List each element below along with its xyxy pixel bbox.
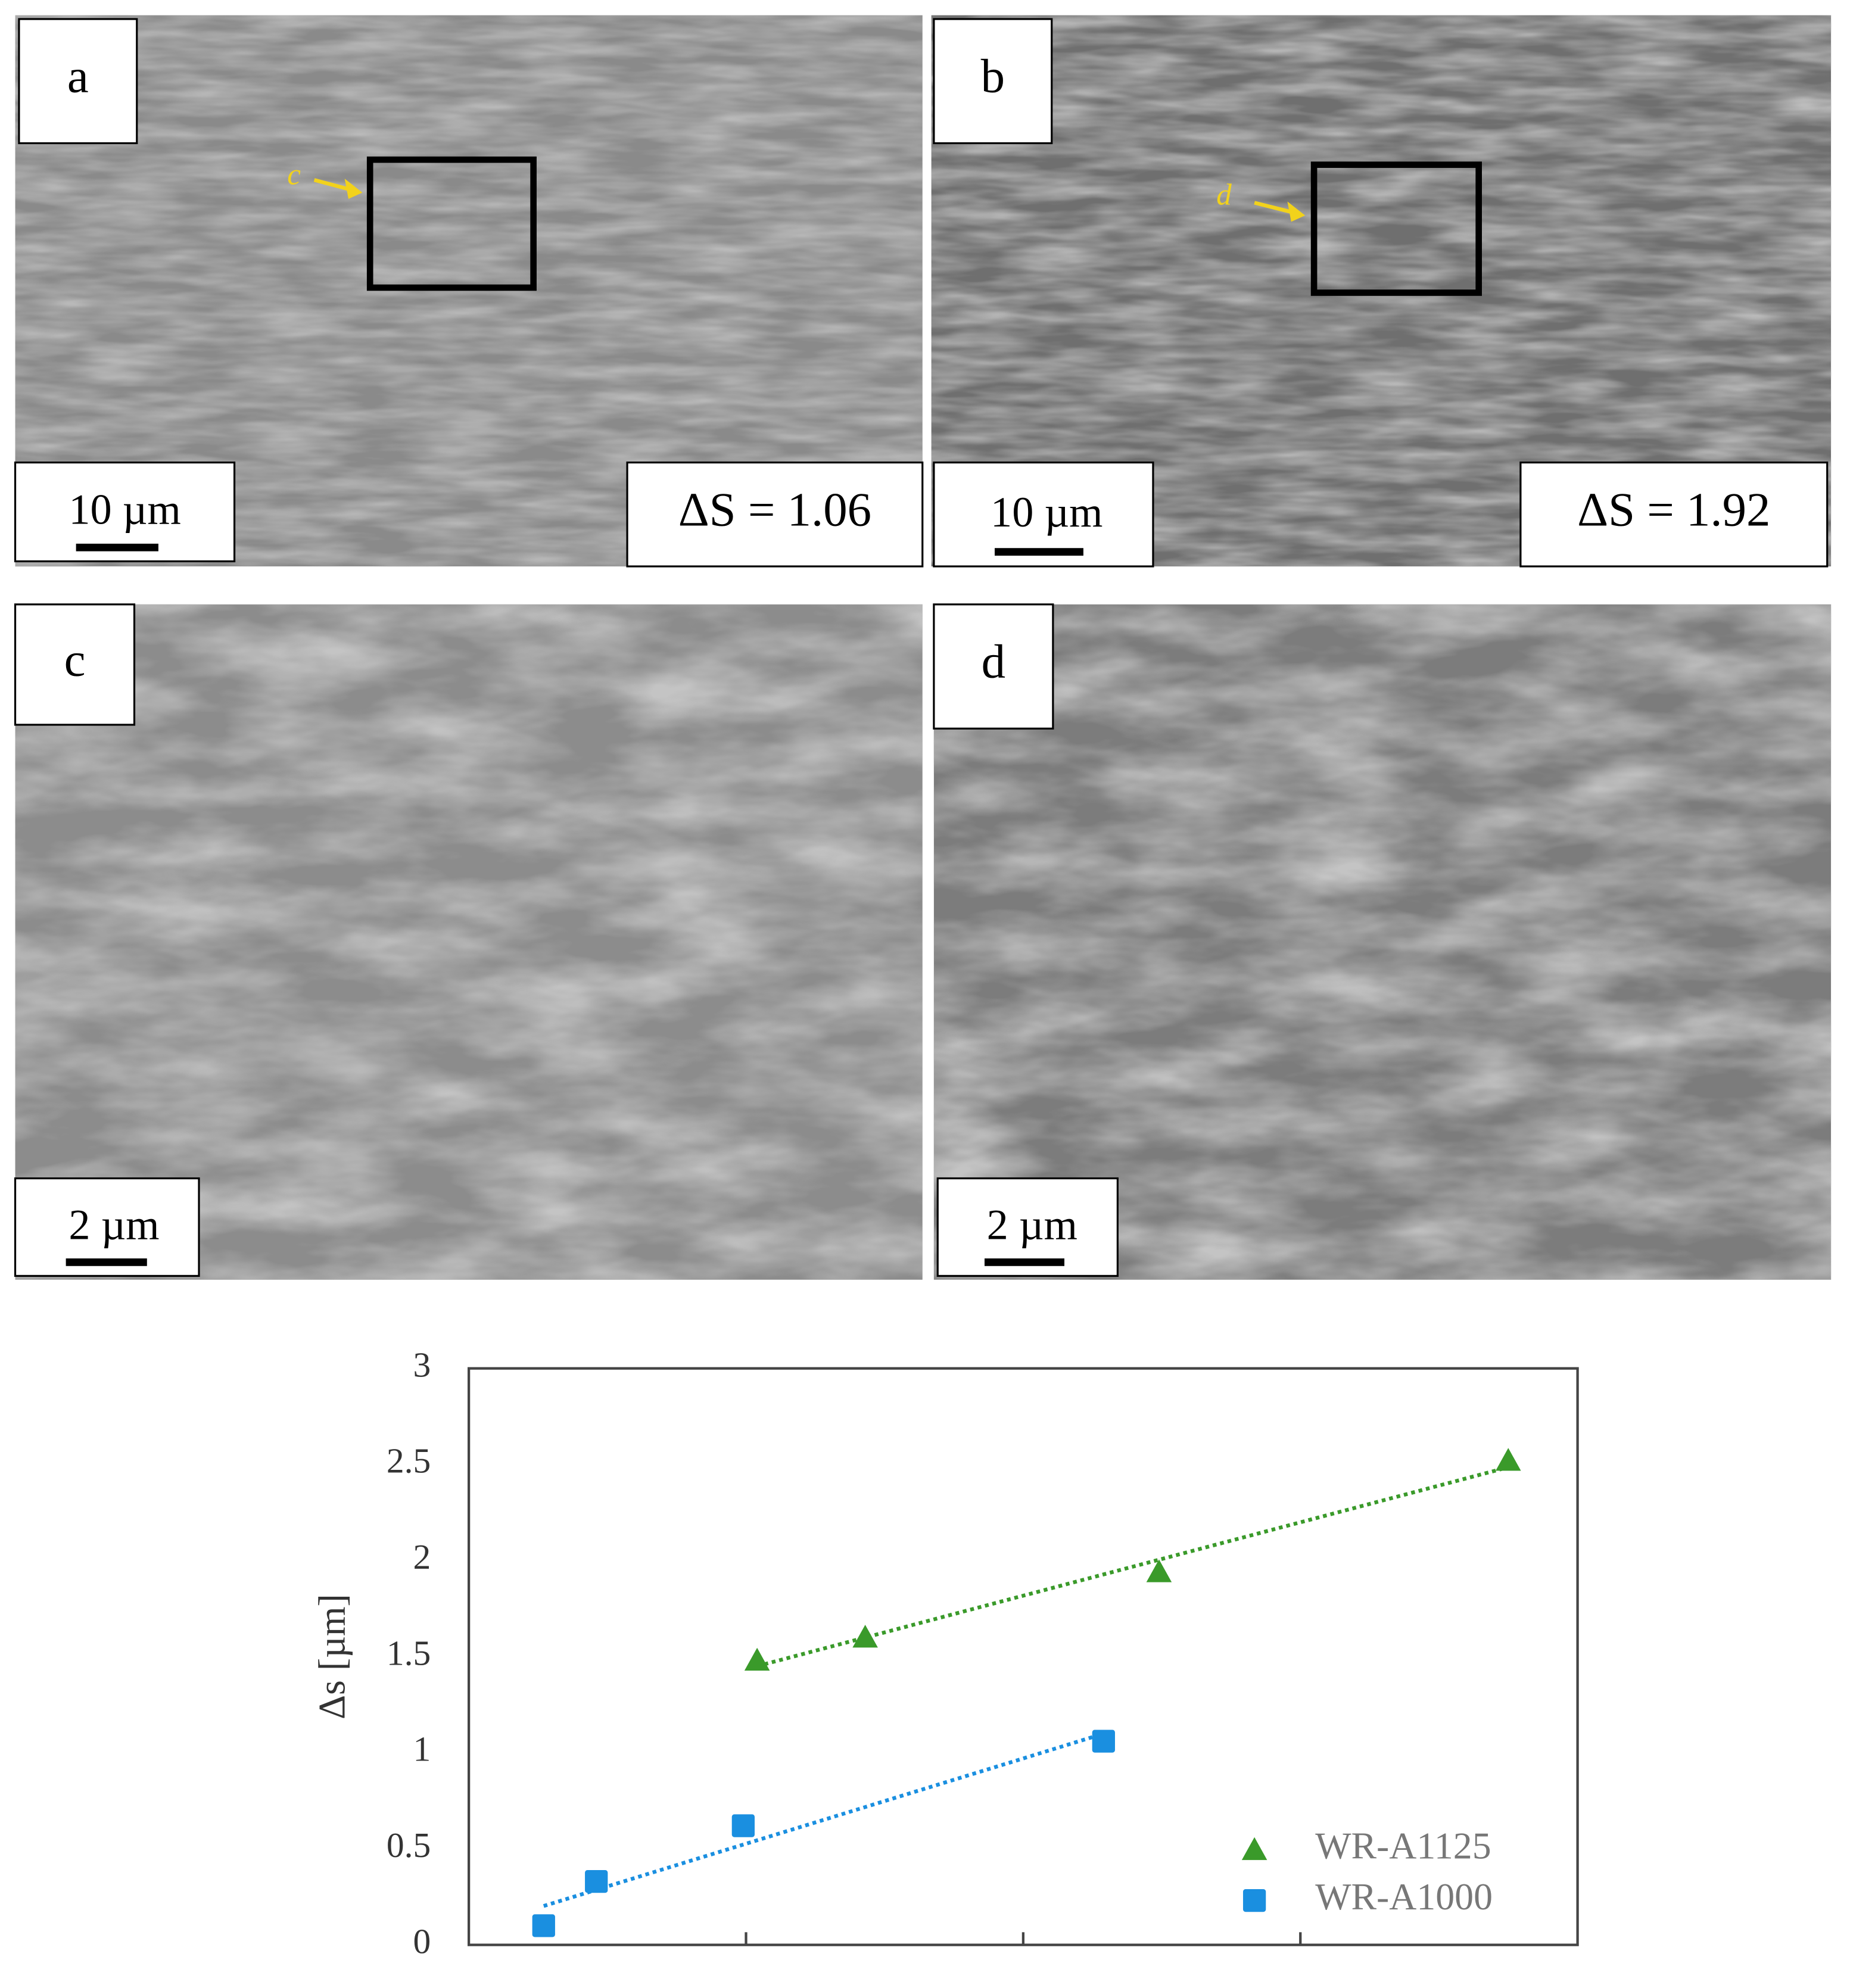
scale-bar-label: 10 µm <box>68 485 180 533</box>
point <box>1495 1448 1521 1471</box>
legend-entry: WR-A1125 <box>1241 1825 1491 1867</box>
panel-label: d <box>982 635 1005 688</box>
scale-bar-label: 2 µm <box>987 1201 1077 1248</box>
scale-bar-label: 2 µm <box>68 1201 159 1248</box>
trendline <box>756 1465 1509 1668</box>
panel-label: a <box>67 50 89 103</box>
point <box>585 1869 608 1893</box>
legend-marker <box>1242 1889 1266 1912</box>
point <box>744 1647 770 1671</box>
roi-marker-label: d <box>1216 179 1232 212</box>
y-tick-label: 2 <box>413 1537 431 1576</box>
legend-label: WR-A1125 <box>1315 1825 1491 1867</box>
point <box>1146 1559 1172 1582</box>
roi-box <box>1310 161 1482 296</box>
sem-texture <box>15 604 923 1280</box>
delta-s-label: ΔS = 1.06 <box>678 483 871 536</box>
roi-arrow <box>1254 201 1295 215</box>
panel-label: c <box>64 633 86 686</box>
y-axis-title: Δs [µm] <box>310 1594 353 1719</box>
roi-box <box>366 156 537 291</box>
legend-marker <box>1241 1837 1267 1861</box>
panel-label-box <box>14 603 136 726</box>
point <box>852 1625 878 1648</box>
delta-s-box <box>626 461 924 568</box>
roi-arrow <box>313 178 353 192</box>
y-tick-label: 2.5 <box>387 1441 431 1481</box>
delta-s-label: ΔS = 1.92 <box>1577 483 1770 536</box>
y-tick-label: 3 <box>413 1345 431 1384</box>
panel-label-box <box>18 18 138 145</box>
panel-label-box <box>933 18 1053 145</box>
y-tick-label: 0.5 <box>387 1825 431 1865</box>
point <box>731 1814 755 1837</box>
delta-s-box <box>1519 461 1829 568</box>
panel-label: b <box>981 50 1005 103</box>
legend-entry: WR-A1000 <box>1242 1875 1493 1918</box>
roi-arrow-head <box>344 179 363 200</box>
roi-marker-label: c <box>287 158 301 192</box>
point <box>1092 1730 1115 1753</box>
trendline <box>543 1731 1104 1908</box>
scale-bar-label: 10 µm <box>991 488 1102 536</box>
sem-texture <box>933 604 1832 1280</box>
y-tick-label: 1.5 <box>387 1633 431 1672</box>
y-tick-label: 1 <box>413 1730 431 1769</box>
panel-label-box <box>933 603 1054 730</box>
roi-arrow-head <box>1287 201 1306 222</box>
y-tick-label: 0 <box>413 1921 431 1961</box>
point <box>532 1914 555 1937</box>
legend-label: WR-A1000 <box>1315 1875 1493 1918</box>
